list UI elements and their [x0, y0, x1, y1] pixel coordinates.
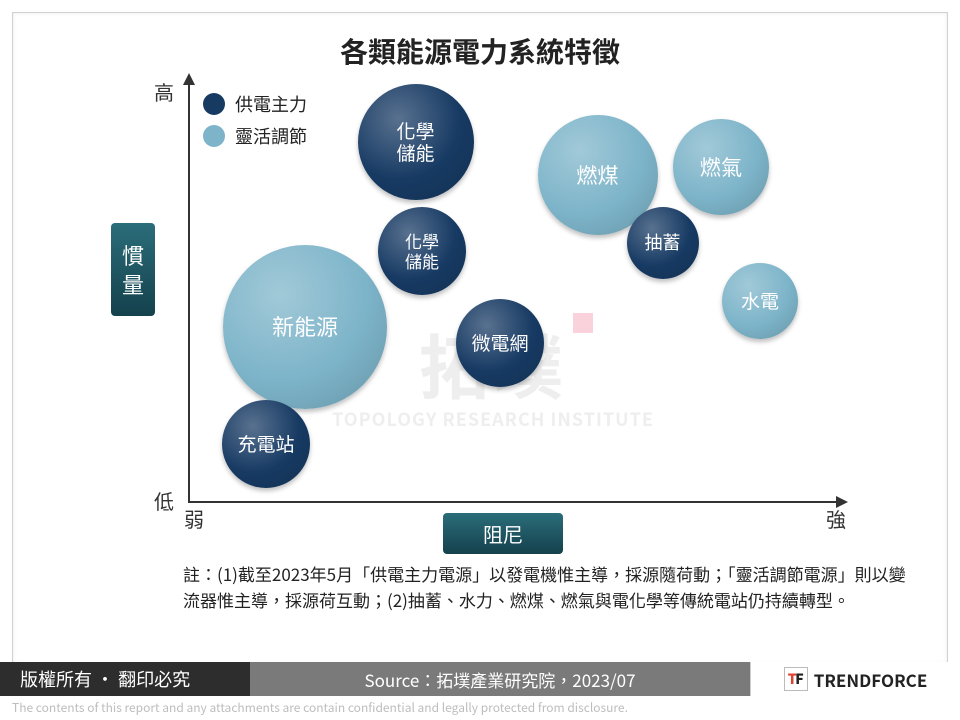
y-axis-low-label: 低	[154, 486, 174, 515]
bubble: 燃氣	[673, 119, 769, 215]
footer-copyright: 版權所有 · 翻印必究	[0, 662, 250, 696]
chart-title: 各類能源電力系統特徵	[13, 31, 947, 71]
bubble: 抽蓄	[627, 207, 699, 279]
x-axis-title: 阻尼	[443, 513, 563, 554]
chart-frame: 各類能源電力系統特徵 拓墣 TOPOLOGY RESEARCH INSTITUT…	[12, 12, 948, 665]
y-axis-line	[188, 83, 190, 503]
y-axis-title: 慣量	[111, 223, 155, 316]
chart-plot-area: 高 低 弱 強 化學儲能燃煤燃氣抽蓄化學儲能水電新能源微電網充電站	[188, 83, 838, 503]
disclaimer-text: The contents of this report and any atta…	[12, 699, 628, 716]
x-axis-high-label: 強	[826, 504, 846, 533]
trendforce-mark-icon	[784, 667, 808, 691]
y-axis-high-label: 高	[154, 77, 174, 106]
x-axis-line	[188, 501, 838, 503]
chart-note: 註：(1)截至2023年5月「供電主力電源」以發電機惟主導，採源隨荷動；「靈活調…	[183, 561, 907, 612]
bubble: 新能源	[223, 245, 387, 409]
footer-bar: 版權所有 · 翻印必究 Source：拓墣產業研究院，2023/07 TREND…	[0, 662, 960, 696]
bubble: 化學儲能	[378, 207, 466, 295]
y-axis-arrow-icon	[183, 73, 195, 85]
bubble: 化學儲能	[358, 84, 474, 200]
bubble: 水電	[722, 263, 798, 339]
x-axis-low-label: 弱	[184, 504, 204, 533]
trendforce-text: TRENDFORCE	[814, 667, 928, 692]
footer-brand-area: TRENDFORCE	[750, 662, 960, 696]
bubble: 充電站	[222, 400, 310, 488]
trendforce-logo: TRENDFORCE	[784, 667, 928, 692]
bubble: 微電網	[456, 299, 544, 387]
footer-source: Source：拓墣產業研究院，2023/07	[250, 662, 750, 696]
